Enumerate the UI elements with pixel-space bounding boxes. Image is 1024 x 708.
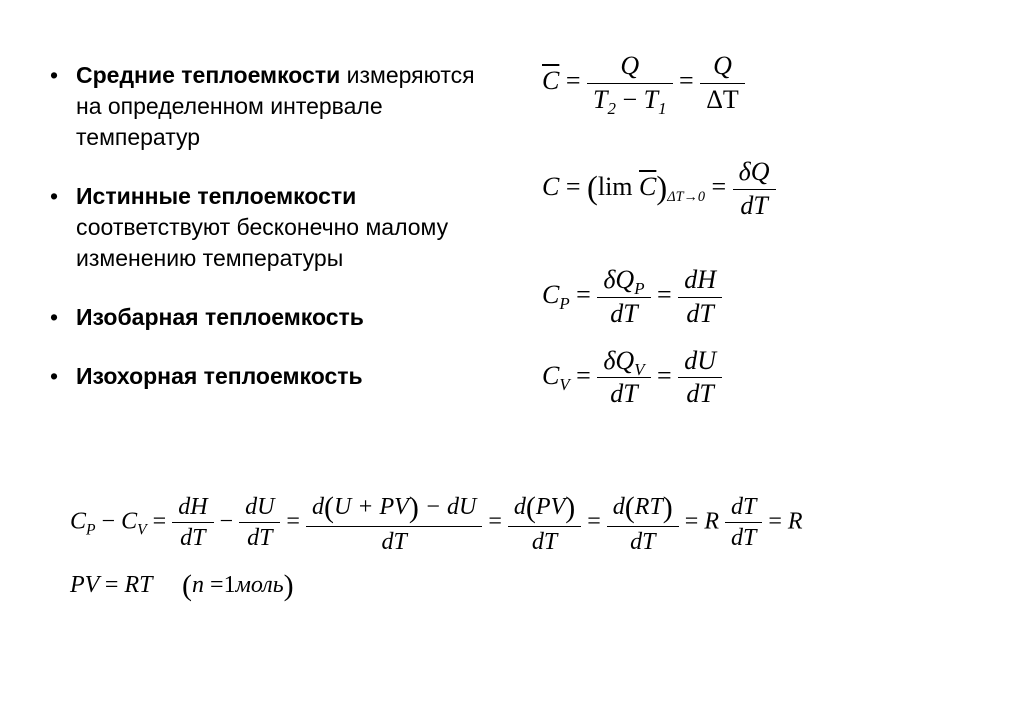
eq1-f2-num: Q — [700, 52, 745, 84]
eq5-t5d: d — [613, 494, 625, 520]
slide: Средние теплоемкости измеряются на опред… — [0, 0, 1024, 708]
eq5-t3d: d — [312, 494, 324, 520]
eq2-lhs: C — [542, 172, 559, 201]
eq1-sub1: 1 — [658, 99, 666, 118]
eq6-unit: моль — [236, 572, 284, 598]
eq5-Cpsub: P — [86, 521, 96, 538]
eq5-t1d: dT — [172, 523, 213, 551]
eq3-C: C — [542, 280, 559, 309]
eq2-sub: ΔT→0 — [667, 189, 705, 205]
formula-ideal-gas: PV = RT (n =1моль) — [70, 569, 984, 603]
eq2-num: δQ — [739, 157, 770, 186]
formula-isochoric: CV = δQV dT = dU dT — [512, 347, 984, 409]
formula-cp-minus-cv: CP − CV = dH dT − dU dT = d(U + PV) − dU… — [70, 491, 984, 555]
bullet-item: Изохорная теплоемкость — [40, 361, 502, 392]
formula-true-heat-capacity: C = (lim C)ΔT→0 = δQ dT — [512, 158, 984, 220]
eq5-Cp: C — [70, 508, 86, 534]
eq4-Csub: V — [559, 375, 569, 394]
eq5-t3den: dT — [306, 527, 482, 555]
eq5-t5den: dT — [607, 527, 679, 555]
eq5-t2n: dU — [239, 494, 280, 523]
left-column: Средние теплоемкости измеряются на опред… — [40, 60, 512, 429]
eq3-Csub: P — [559, 295, 569, 314]
bullet-bold: Средние теплоемкости — [76, 62, 340, 88]
eq5-R1: R — [704, 508, 719, 534]
eq1-minus: − — [616, 85, 644, 114]
eq6-pv: PV — [70, 572, 99, 598]
eq5-t2d: dT — [239, 523, 280, 551]
eq5-t4in: PV — [536, 494, 565, 520]
eq4-f1-num: δQ — [603, 346, 634, 375]
eq4-f2-num: dU — [678, 347, 722, 379]
eq1-sub2: 2 — [607, 99, 615, 118]
eq1-f2-den: ΔT — [706, 85, 739, 114]
eq3-f1-num: δQ — [603, 265, 634, 294]
c-bar: C — [542, 66, 559, 95]
eq2-lim: lim — [598, 172, 633, 201]
eq1-f1-T1: T — [644, 85, 658, 114]
bullet-list: Средние теплоемкости измеряются на опред… — [40, 60, 502, 392]
bullet-item: Изобарная теплоемкость — [40, 302, 502, 333]
eq1-f1-T2: T — [593, 85, 607, 114]
eq5-t4d: d — [514, 494, 526, 520]
bullet-bold: Истинные теплоемкости — [76, 183, 356, 209]
bullet-rest: соответствуют бесконечно малому изменени… — [76, 214, 448, 271]
eq5-t1n: dH — [172, 494, 213, 523]
eq5-t5in: RT — [635, 494, 663, 520]
eq6-eq: = — [210, 572, 224, 598]
eq2-cbar: C — [639, 172, 656, 201]
bullet-item: Истинные теплоемкости соответствуют беск… — [40, 181, 502, 274]
eq3-f2-num: dH — [678, 266, 722, 298]
eq2-den: dT — [733, 190, 776, 221]
formula-mean-heat-capacity: C = Q T2 − T1 = Q ΔT — [512, 52, 984, 114]
eq3-f2-den: dT — [678, 298, 722, 329]
eq4-C: C — [542, 361, 559, 390]
eq5-Cv: C — [121, 508, 137, 534]
two-column-layout: Средние теплоемкости измеряются на опред… — [40, 60, 984, 429]
eq6-val: 1 — [224, 572, 236, 598]
right-column: C = Q T2 − T1 = Q ΔT — [512, 60, 984, 429]
eq3-f1-den: dT — [597, 298, 650, 329]
formula-isobaric: CP = δQP dT = dH dT — [512, 266, 984, 328]
eq3-f1-numsub: P — [634, 280, 644, 299]
eq5-t4den: dT — [508, 527, 581, 555]
derivation-block: CP − CV = dH dT − dU dT = d(U + PV) − dU… — [40, 491, 984, 603]
eq5-Cvsub: V — [137, 521, 147, 538]
bullet-bold: Изохорная теплоемкость — [76, 363, 363, 389]
eq6-n: n — [192, 572, 204, 598]
eq5-t6d: dT — [725, 523, 762, 551]
eq5-R2: R — [788, 508, 803, 534]
eq4-f2-den: dT — [678, 378, 722, 409]
bullet-item: Средние теплоемкости измеряются на опред… — [40, 60, 502, 153]
eq5-t3in: U + PV — [334, 494, 409, 520]
eq5-t3m: − dU — [419, 494, 477, 520]
eq5-t6n: dT — [725, 494, 762, 523]
eq1-f1-num: Q — [587, 52, 673, 84]
eq6-rt: RT — [124, 572, 152, 598]
bullet-bold: Изобарная теплоемкость — [76, 304, 364, 330]
eq4-f1-den: dT — [597, 378, 650, 409]
eq4-f1-numsub: V — [634, 360, 644, 379]
